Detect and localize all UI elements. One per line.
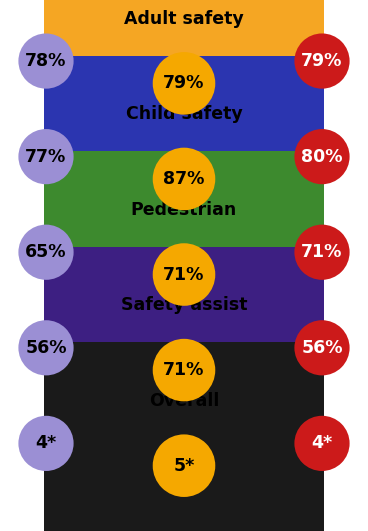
Ellipse shape — [294, 320, 350, 375]
Ellipse shape — [294, 129, 350, 184]
Text: Adult safety: Adult safety — [124, 10, 244, 28]
FancyBboxPatch shape — [44, 0, 324, 162]
Text: 87%: 87% — [163, 170, 205, 188]
Text: Pedestrian: Pedestrian — [131, 201, 237, 219]
Text: 71%: 71% — [163, 361, 205, 379]
Ellipse shape — [294, 225, 350, 280]
Text: 79%: 79% — [163, 74, 205, 92]
Ellipse shape — [294, 33, 350, 89]
Ellipse shape — [153, 148, 215, 210]
Text: 77%: 77% — [25, 148, 67, 166]
Ellipse shape — [18, 416, 74, 471]
Text: 71%: 71% — [301, 243, 343, 261]
Text: 65%: 65% — [25, 243, 67, 261]
Text: 56%: 56% — [301, 339, 343, 357]
FancyBboxPatch shape — [44, 247, 324, 449]
Ellipse shape — [294, 416, 350, 471]
Text: Safety assist: Safety assist — [121, 296, 247, 314]
Ellipse shape — [18, 225, 74, 280]
Ellipse shape — [153, 434, 215, 497]
Ellipse shape — [18, 129, 74, 184]
Text: 56%: 56% — [25, 339, 67, 357]
Text: Overall: Overall — [149, 392, 219, 410]
Ellipse shape — [18, 33, 74, 89]
Text: 5*: 5* — [173, 457, 195, 475]
Text: 78%: 78% — [25, 52, 67, 70]
Text: 79%: 79% — [301, 52, 343, 70]
Ellipse shape — [153, 243, 215, 306]
Text: 4*: 4* — [35, 434, 57, 452]
Text: Child safety: Child safety — [125, 105, 243, 123]
Text: 71%: 71% — [163, 266, 205, 284]
Ellipse shape — [153, 339, 215, 401]
Text: 80%: 80% — [301, 148, 343, 166]
FancyBboxPatch shape — [44, 56, 324, 258]
Text: 4*: 4* — [311, 434, 333, 452]
Ellipse shape — [153, 52, 215, 115]
FancyBboxPatch shape — [44, 342, 324, 531]
FancyBboxPatch shape — [44, 151, 324, 353]
Ellipse shape — [18, 320, 74, 375]
